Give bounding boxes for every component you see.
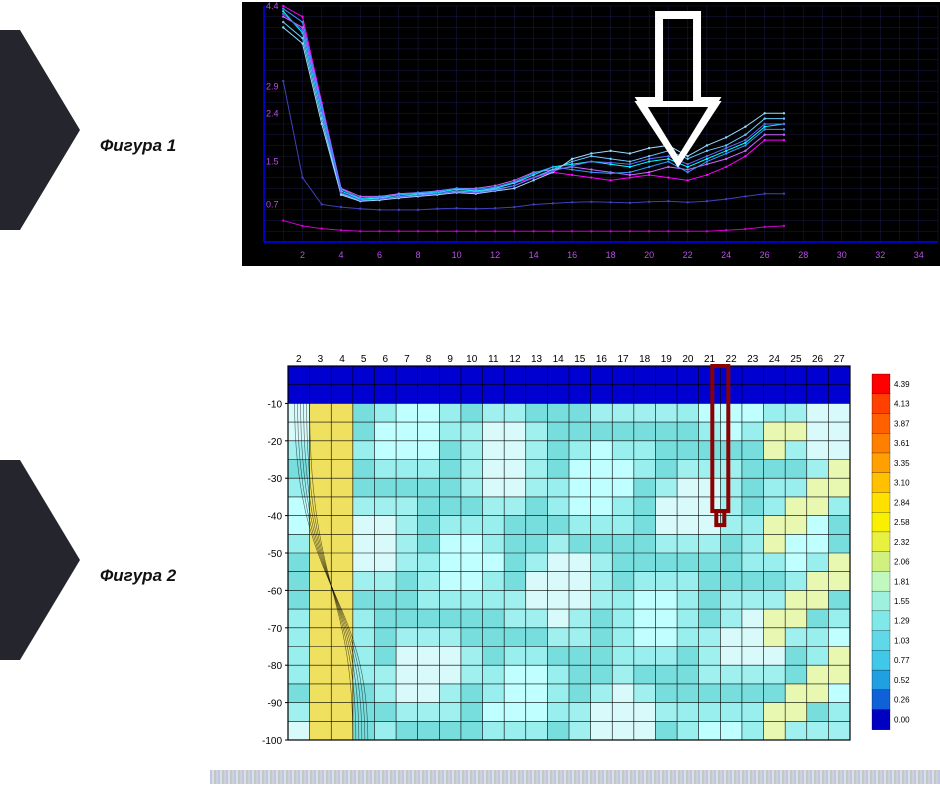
- svg-text:2.9: 2.9: [266, 81, 279, 91]
- svg-text:14: 14: [529, 250, 539, 260]
- svg-text:32: 32: [875, 250, 885, 260]
- svg-text:-60: -60: [268, 586, 283, 597]
- figure1-label: Фигура 1: [100, 136, 176, 156]
- svg-text:-40: -40: [268, 512, 283, 523]
- svg-text:1.03: 1.03: [894, 636, 910, 645]
- svg-text:2.84: 2.84: [894, 498, 910, 507]
- svg-text:3: 3: [318, 354, 324, 365]
- pointer-shape-1: [0, 30, 80, 230]
- pointer-poly: [0, 460, 80, 660]
- svg-text:24: 24: [769, 354, 781, 365]
- svg-text:-50: -50: [268, 549, 283, 560]
- svg-text:3.61: 3.61: [894, 439, 910, 448]
- svg-text:0.52: 0.52: [894, 676, 910, 685]
- svg-text:6: 6: [382, 354, 388, 365]
- svg-text:16: 16: [567, 250, 577, 260]
- svg-text:5: 5: [361, 354, 367, 365]
- svg-text:17: 17: [617, 354, 629, 365]
- svg-text:20: 20: [644, 250, 654, 260]
- svg-text:0.00: 0.00: [894, 715, 910, 724]
- svg-text:27: 27: [834, 354, 846, 365]
- svg-text:2.58: 2.58: [894, 518, 910, 527]
- svg-text:30: 30: [837, 250, 847, 260]
- svg-text:1.5: 1.5: [266, 157, 279, 167]
- svg-text:19: 19: [661, 354, 673, 365]
- figure1-chart: 2468101214161820222426283032340.71.52.42…: [240, 0, 940, 264]
- svg-text:1.81: 1.81: [894, 577, 910, 586]
- pointer-shape-2: [0, 460, 80, 660]
- svg-text:-10: -10: [268, 399, 283, 410]
- pointer-poly: [0, 30, 80, 230]
- svg-text:9: 9: [447, 354, 453, 365]
- svg-text:12: 12: [490, 250, 500, 260]
- svg-text:1.29: 1.29: [894, 617, 910, 626]
- svg-text:2.4: 2.4: [266, 108, 279, 118]
- svg-text:25: 25: [790, 354, 802, 365]
- svg-text:22: 22: [726, 354, 738, 365]
- svg-text:2.06: 2.06: [894, 558, 910, 567]
- svg-text:20: 20: [682, 354, 694, 365]
- svg-text:10: 10: [452, 250, 462, 260]
- svg-text:7: 7: [404, 354, 410, 365]
- svg-text:22: 22: [683, 250, 693, 260]
- svg-text:3.87: 3.87: [894, 419, 910, 428]
- svg-text:13: 13: [531, 354, 543, 365]
- svg-text:4: 4: [339, 250, 344, 260]
- figure2-label: Фигура 2: [100, 566, 176, 586]
- svg-text:8: 8: [426, 354, 432, 365]
- svg-text:-80: -80: [268, 661, 283, 672]
- svg-text:23: 23: [747, 354, 759, 365]
- svg-text:11: 11: [488, 354, 499, 365]
- svg-text:-90: -90: [268, 699, 283, 710]
- svg-text:21: 21: [704, 354, 716, 365]
- svg-text:18: 18: [606, 250, 616, 260]
- svg-text:26: 26: [812, 354, 824, 365]
- svg-text:3.10: 3.10: [894, 479, 910, 488]
- svg-text:4: 4: [339, 354, 345, 365]
- svg-text:2.32: 2.32: [894, 538, 910, 547]
- svg-text:12: 12: [509, 354, 521, 365]
- svg-text:0.7: 0.7: [266, 199, 279, 209]
- svg-text:3.35: 3.35: [894, 459, 910, 468]
- svg-text:0.77: 0.77: [894, 656, 910, 665]
- svg-text:4.13: 4.13: [894, 400, 910, 409]
- svg-text:15: 15: [574, 354, 586, 365]
- svg-text:16: 16: [596, 354, 608, 365]
- svg-text:2: 2: [296, 354, 302, 365]
- svg-text:2: 2: [300, 250, 305, 260]
- svg-text:4.39: 4.39: [894, 380, 910, 389]
- svg-text:0.26: 0.26: [894, 696, 910, 705]
- svg-text:34: 34: [914, 250, 924, 260]
- svg-text:26: 26: [760, 250, 770, 260]
- svg-text:14: 14: [553, 354, 565, 365]
- decorative-strip: [210, 770, 940, 784]
- svg-text:24: 24: [721, 250, 731, 260]
- svg-text:-30: -30: [268, 474, 283, 485]
- svg-text:-70: -70: [268, 624, 283, 635]
- svg-text:10: 10: [466, 354, 478, 365]
- svg-text:8: 8: [416, 250, 421, 260]
- svg-text:6: 6: [377, 250, 382, 260]
- svg-text:4.4: 4.4: [266, 2, 279, 11]
- svg-text:-20: -20: [268, 437, 283, 448]
- svg-text:-100: -100: [262, 736, 282, 747]
- svg-text:1.55: 1.55: [894, 597, 910, 606]
- svg-text:28: 28: [798, 250, 808, 260]
- figure2-chart: 2345678910111213141516171819202122232425…: [240, 348, 940, 748]
- svg-text:18: 18: [639, 354, 651, 365]
